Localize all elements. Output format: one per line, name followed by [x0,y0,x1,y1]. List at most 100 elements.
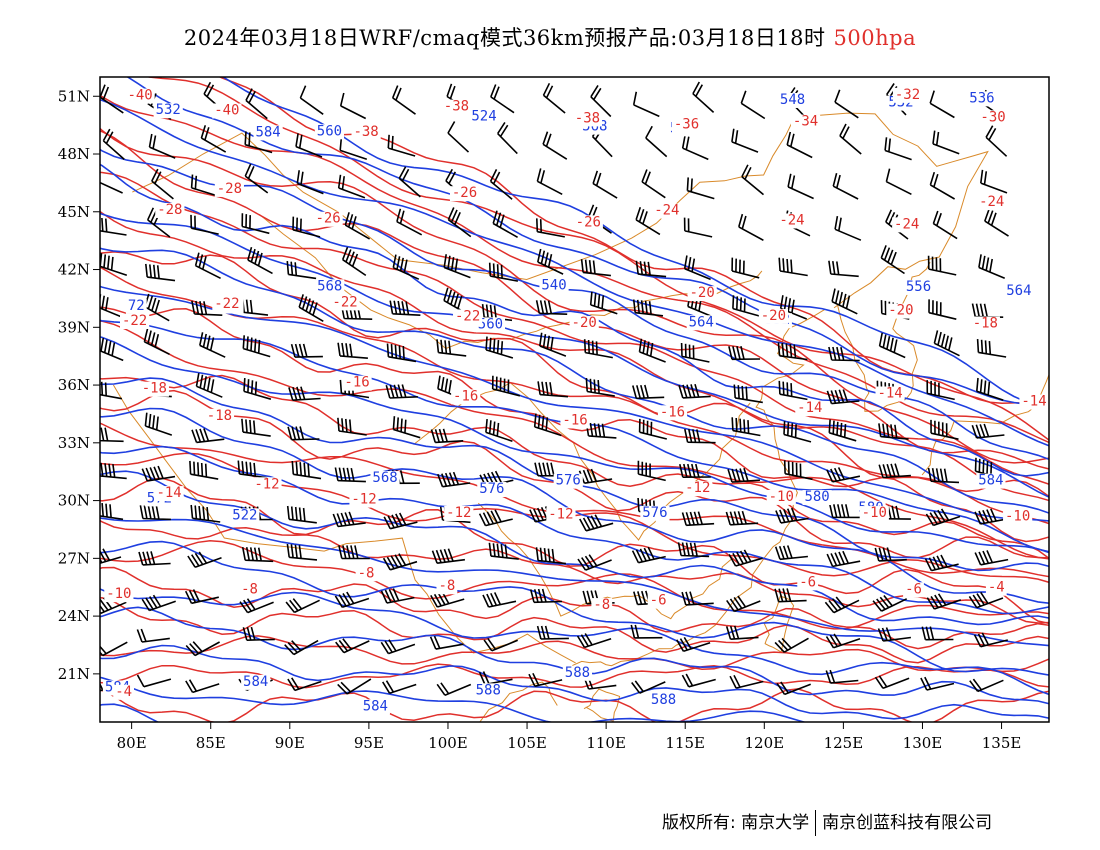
height-label: 568 [372,470,397,486]
height-label: 576 [556,473,581,489]
height-label-bg [473,683,503,699]
temperature-contour [100,94,1049,444]
temperature-label-bg [155,202,185,218]
height-contour [100,247,1049,514]
wind-barb [976,339,1007,358]
wind-barb [778,380,808,401]
x-tick-label: 105E [507,734,547,752]
temperature-label: -20 [572,315,597,331]
temperature-label-bg [330,295,360,311]
temperature-label-bg [1019,394,1049,410]
coastline [583,688,621,722]
footer-separator [815,810,817,836]
wind-barb [929,171,956,200]
temperature-label-bg [214,181,244,197]
height-contour [100,540,1049,676]
wind-barb [929,90,955,119]
x-tick-label: 125E [824,734,864,752]
height-label-bg [648,693,679,709]
wind-barb [984,208,1009,237]
temperature-label-bg [657,405,688,421]
wind-barb [340,305,373,320]
wind-barb [678,383,711,399]
temperature-label: -40 [214,102,239,118]
wind-barb [921,626,954,641]
wind-barb [878,332,906,359]
height-label: 72 [128,298,145,314]
wind-barb [681,591,714,606]
wind-barb [726,595,761,613]
wind-barb [334,591,370,609]
wind-barb [976,377,1004,401]
height-label-bg [370,471,400,487]
height-label-bg [562,665,593,681]
wind-barb [191,428,225,444]
temperature-label-bg [777,213,807,229]
temperature-contour [100,171,1049,485]
temperature-label-bg [886,303,916,319]
temperature-label-bg [139,381,169,397]
height-label-bg [1004,284,1034,300]
wind-barb [681,134,709,161]
wind-barb [337,678,372,695]
wind-barb [725,625,759,640]
wind-barb [777,342,808,361]
wind-barb [583,339,613,359]
height-label: 584 [255,124,280,140]
temperature-label-bg [903,582,924,598]
height-contour [100,336,1049,554]
temperature-label-bg [978,110,1008,126]
temperature-label: -22 [332,294,357,310]
wind-barb [482,592,517,608]
wind-barb [930,419,959,440]
temperature-label-bg [212,103,242,119]
wind-barb [877,627,911,642]
wind-barb [287,426,320,441]
height-label-bg [125,298,147,314]
wind-barb [932,130,960,155]
temperature-label-bg [451,389,481,405]
wind-barb [834,215,862,241]
wind-barb [136,628,170,643]
temperature-label-bg [252,477,282,493]
wind-barb [971,423,1005,439]
wind-barb [296,170,324,195]
wind-barb [783,460,813,481]
wind-barb [775,507,809,524]
wind-barb [443,287,469,316]
chart-title: 2024年03月18日WRF/cmaq模式36km预报产品:03月18日18时 5… [0,22,1100,52]
wind-barb [783,421,812,443]
temperature-label: -8 [241,581,258,597]
wind-barb [645,125,668,158]
wind-barb [380,588,415,604]
wind-barb [529,588,563,604]
wind-barb [638,338,666,363]
wind-barb [828,260,859,278]
height-contour [100,606,1049,705]
wind-barb [100,336,124,362]
wind-barb [337,417,367,436]
temperature-contour [100,539,1049,630]
wind-barb [291,460,322,480]
temperature-label: -24 [779,212,804,228]
wind-barb [141,465,176,482]
temperature-label-bg [795,401,825,417]
y-tick-label: 21N [58,665,90,683]
height-contour [100,644,1049,720]
wind-barb [334,467,366,483]
wind-barb [242,335,271,358]
wind-barbs [100,81,1009,696]
wind-barb [884,137,912,161]
height-label: 588 [565,665,590,681]
height-label: 548 [780,92,805,108]
border [479,681,558,722]
temperature-label: -12 [548,506,573,522]
y-tick-label: 33N [58,434,90,452]
temperature-label-bg [859,506,889,522]
wind-barb [144,293,170,322]
temperature-label-bg [687,286,717,302]
wind-barb [776,681,811,696]
wind-barb [392,254,420,280]
height-label: 560 [478,316,503,332]
wind-barb [488,262,519,282]
